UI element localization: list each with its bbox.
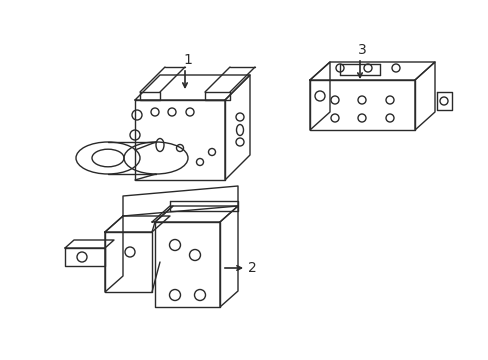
Text: 2: 2 — [247, 261, 256, 275]
Text: 1: 1 — [183, 53, 192, 67]
Text: 3: 3 — [357, 43, 366, 57]
